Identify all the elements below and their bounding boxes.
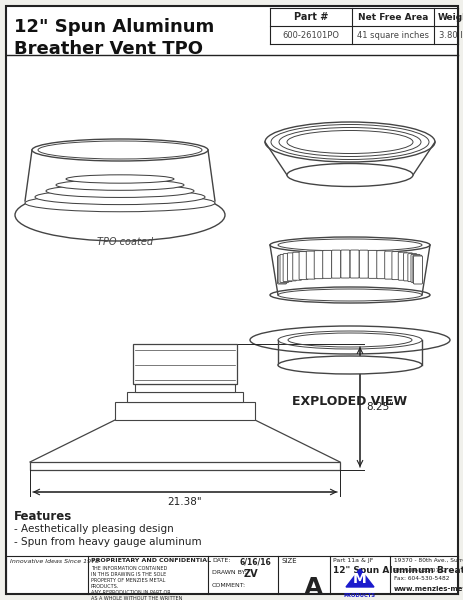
FancyBboxPatch shape xyxy=(292,252,301,280)
Ellipse shape xyxy=(32,139,207,161)
Polygon shape xyxy=(345,569,373,587)
Text: DRAWN BY:: DRAWN BY: xyxy=(212,570,246,575)
Ellipse shape xyxy=(46,185,194,197)
FancyBboxPatch shape xyxy=(340,250,349,278)
FancyBboxPatch shape xyxy=(350,250,358,278)
Text: Innovative Ideas Since 1978: Innovative Ideas Since 1978 xyxy=(10,559,99,564)
Text: DATE:: DATE: xyxy=(212,558,230,563)
Text: COMMENT:: COMMENT: xyxy=(212,583,245,588)
Bar xyxy=(127,392,243,402)
Text: 12" Spun Aluminum Breather Vent TPO: 12" Spun Aluminum Breather Vent TPO xyxy=(332,566,463,575)
Text: SIZE: SIZE xyxy=(282,558,297,564)
FancyBboxPatch shape xyxy=(331,250,340,278)
FancyBboxPatch shape xyxy=(391,251,400,280)
Ellipse shape xyxy=(66,175,174,183)
FancyBboxPatch shape xyxy=(407,254,416,281)
Ellipse shape xyxy=(277,356,421,374)
Ellipse shape xyxy=(56,179,184,190)
Ellipse shape xyxy=(15,189,225,241)
Text: 3.80 lbs: 3.80 lbs xyxy=(438,31,463,40)
Ellipse shape xyxy=(269,237,429,253)
Ellipse shape xyxy=(250,326,449,354)
Text: Part 11a & JF: Part 11a & JF xyxy=(332,558,373,563)
FancyBboxPatch shape xyxy=(413,256,422,284)
FancyBboxPatch shape xyxy=(277,256,286,284)
Bar xyxy=(133,344,237,384)
FancyBboxPatch shape xyxy=(322,250,331,278)
FancyBboxPatch shape xyxy=(384,251,393,279)
FancyBboxPatch shape xyxy=(412,255,421,283)
Bar xyxy=(30,462,339,470)
Ellipse shape xyxy=(269,287,429,303)
Text: 8.25": 8.25" xyxy=(365,402,393,412)
Text: Features: Features xyxy=(14,510,72,523)
FancyBboxPatch shape xyxy=(397,252,407,280)
FancyBboxPatch shape xyxy=(358,250,368,278)
Text: 21.38": 21.38" xyxy=(167,497,202,507)
Ellipse shape xyxy=(35,190,205,205)
Text: www.menzies-metal.com: www.menzies-metal.com xyxy=(393,586,463,592)
Text: THE INFORMATION CONTAINED
IN THIS DRAWING IS THE SOLE
PROPERTY OF MENZIES METAL
: THE INFORMATION CONTAINED IN THIS DRAWIN… xyxy=(91,566,182,600)
Ellipse shape xyxy=(264,122,434,162)
Text: Weight: Weight xyxy=(437,13,463,22)
FancyBboxPatch shape xyxy=(282,254,292,281)
Text: Part #: Part # xyxy=(293,12,327,22)
FancyBboxPatch shape xyxy=(299,251,307,280)
Text: TPO coated: TPO coated xyxy=(97,237,153,247)
Bar xyxy=(135,384,234,392)
FancyBboxPatch shape xyxy=(306,251,314,279)
Text: PRODUCTS: PRODUCTS xyxy=(343,593,375,598)
Text: M: M xyxy=(352,572,366,586)
Text: EXPLODED VIEW: EXPLODED VIEW xyxy=(292,395,407,408)
FancyBboxPatch shape xyxy=(368,250,376,278)
FancyBboxPatch shape xyxy=(313,251,323,278)
Text: ZV: ZV xyxy=(244,569,258,579)
Ellipse shape xyxy=(25,194,214,212)
Text: - Aesthetically pleasing design: - Aesthetically pleasing design xyxy=(14,524,173,534)
Ellipse shape xyxy=(287,163,412,187)
Text: Ph: 604-530-0712: Ph: 604-530-0712 xyxy=(393,568,446,573)
Text: A: A xyxy=(303,576,323,600)
Text: 12" Spun Aluminum
Breather Vent TPO: 12" Spun Aluminum Breather Vent TPO xyxy=(14,18,214,58)
Bar xyxy=(115,402,255,420)
FancyBboxPatch shape xyxy=(277,255,287,283)
Text: Net Free Area: Net Free Area xyxy=(357,13,427,22)
Text: Fax: 604-530-5482: Fax: 604-530-5482 xyxy=(393,576,449,581)
FancyBboxPatch shape xyxy=(279,254,288,283)
FancyBboxPatch shape xyxy=(287,253,296,281)
Text: 19370 - 80th Ave., Surrey, BC  V3S 3M2: 19370 - 80th Ave., Surrey, BC V3S 3M2 xyxy=(393,558,463,563)
FancyBboxPatch shape xyxy=(376,251,385,278)
Text: 6/16/16: 6/16/16 xyxy=(239,558,271,567)
Text: - Spun from heavy gauge aluminum: - Spun from heavy gauge aluminum xyxy=(14,537,201,547)
Text: 41 square inches: 41 square inches xyxy=(356,31,428,40)
Text: 600-26101PO: 600-26101PO xyxy=(282,31,339,40)
Text: PROPRIETARY AND CONFIDENTIAL: PROPRIETARY AND CONFIDENTIAL xyxy=(91,558,211,563)
FancyBboxPatch shape xyxy=(410,254,419,283)
FancyBboxPatch shape xyxy=(403,253,412,281)
